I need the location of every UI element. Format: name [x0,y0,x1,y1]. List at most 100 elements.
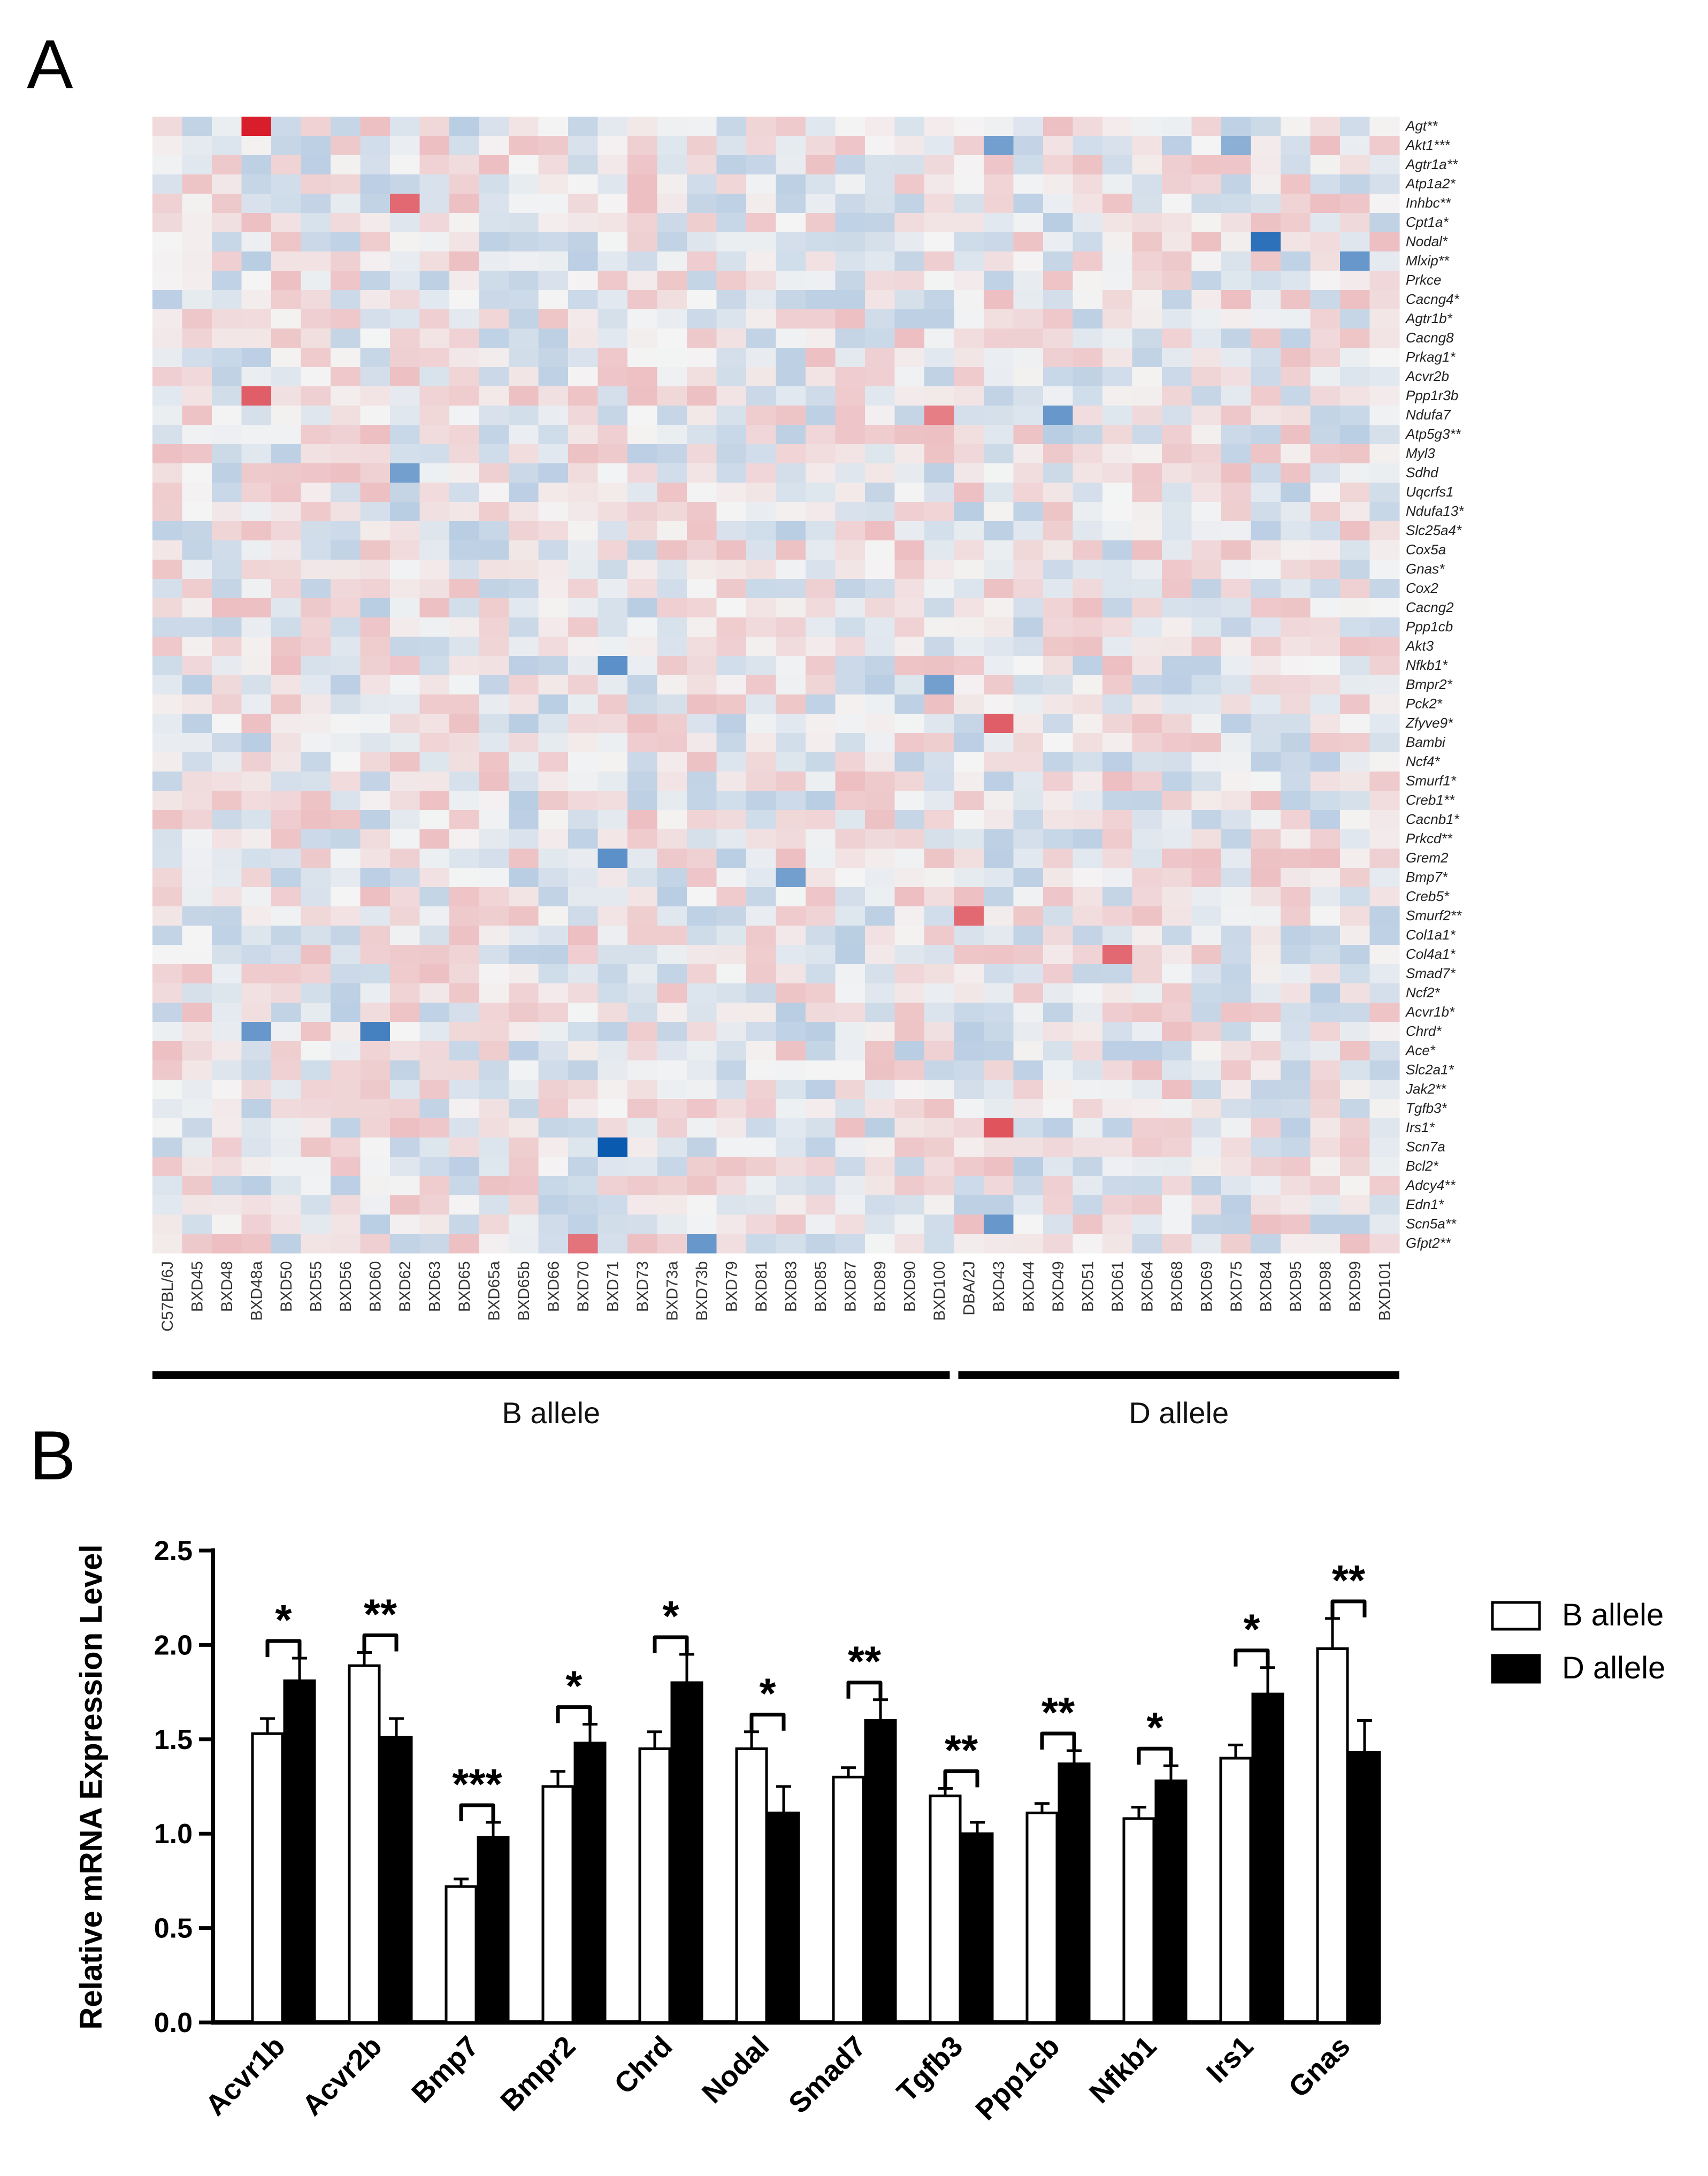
heatmap-cell [984,174,1014,194]
heatmap-cell [152,232,183,252]
heatmap-cell [1043,1157,1074,1177]
heatmap-cell [241,1157,272,1177]
heatmap-cell [449,329,480,348]
heatmap-cell [568,174,599,194]
heatmap-cell [1162,733,1192,753]
heatmap-cell [301,213,331,233]
heatmap-cell [1310,579,1341,599]
heatmap-cell [627,791,658,811]
heatmap-cell [390,656,420,676]
gene-label: Acvr1b* [1405,1004,1455,1020]
heatmap-cell [598,1195,628,1215]
heatmap-cell [954,463,984,483]
heatmap-cell [806,733,836,753]
heatmap-cell [1132,463,1162,483]
heatmap-cell [479,502,509,522]
heatmap-cell [538,1137,569,1157]
gene-label: Bmpr2* [1406,676,1453,692]
heatmap-cell [1281,117,1311,136]
heatmap-cell [1369,694,1400,714]
heatmap-cell [509,521,539,541]
heatmap-cell [687,425,717,445]
heatmap-cell [687,309,717,329]
heatmap-cell [924,521,955,541]
heatmap-cell [598,1080,628,1100]
heatmap-cell [331,483,361,502]
heatmap-cell [1102,155,1133,175]
heatmap-cell [1132,444,1162,464]
heatmap-cell [746,829,777,849]
heatmap-cell [390,598,420,618]
heatmap-cell [1310,213,1341,233]
heatmap-cell [687,117,717,136]
gene-label: Prkce [1406,272,1441,288]
heatmap-cell [241,1003,272,1022]
heatmap-cell [301,656,331,676]
heatmap-cell [954,617,984,637]
heatmap-cell [806,926,836,945]
heatmap-cell [449,694,480,714]
strain-label: BXD63 [426,1261,443,1312]
heatmap-cell [331,1041,361,1061]
heatmap-cell [1310,194,1341,213]
heatmap-cell [894,906,925,926]
heatmap-cell [657,772,687,791]
heatmap-cell [954,868,984,888]
strain-label: BXD101 [1376,1261,1393,1321]
heatmap-cell [331,868,361,888]
heatmap-cell [1013,386,1044,406]
heatmap-cell [1191,521,1222,541]
heatmap-cell [1221,694,1252,714]
heatmap-cell [509,1195,539,1215]
heatmap-cell [1281,829,1311,849]
significance-marker: ** [1332,1556,1366,1604]
heatmap-cell [627,772,658,791]
heatmap-cell [776,502,806,522]
heatmap-cell [390,1234,420,1254]
heatmap-cell [390,579,420,599]
heatmap-cell [509,1022,539,1042]
heatmap-cell [954,810,984,830]
heatmap-cell [746,1137,777,1157]
heatmap-cell [301,1022,331,1042]
heatmap-cell [538,829,569,849]
heatmap-cell [152,1137,183,1157]
heatmap-cell [1221,444,1252,464]
heatmap-cell [984,560,1014,579]
heatmap-cell [746,656,777,676]
heatmap-cell [924,810,955,830]
heatmap-cell [1251,829,1281,849]
heatmap-cell [984,964,1014,984]
heatmap-cell [835,425,866,445]
heatmap-cell [924,367,955,387]
heatmap-cell [301,194,331,213]
heatmap-cell [865,502,895,522]
heatmap-cell [212,945,242,965]
heatmap-cell [331,887,361,907]
heatmap-cell [687,791,717,811]
heatmap-cell [331,983,361,1003]
heatmap-cell [1013,579,1044,599]
heatmap-cell [1102,926,1133,945]
heatmap-cell [1043,617,1074,637]
heatmap-cell [1013,136,1044,156]
heatmap-cell [746,1041,777,1061]
heatmap-cell [924,733,955,753]
heatmap-cell [1310,1157,1341,1177]
heatmap-cell [449,560,480,579]
heatmap-cell [360,309,390,329]
heatmap-cell [390,290,420,310]
heatmap-cell [1340,983,1370,1003]
heatmap-cell [419,945,450,965]
heatmap-cell [687,945,717,965]
heatmap-cell [894,1003,925,1022]
heatmap-cell [776,309,806,329]
heatmap-cell [1281,406,1311,425]
heatmap-cell [954,329,984,348]
heatmap-cell [152,309,183,329]
heatmap-cell [1162,540,1192,560]
heatmap-cell [1191,348,1222,368]
heatmap-cell [1102,791,1133,811]
heatmap-cell [479,425,509,445]
heatmap-cell [1102,983,1133,1003]
